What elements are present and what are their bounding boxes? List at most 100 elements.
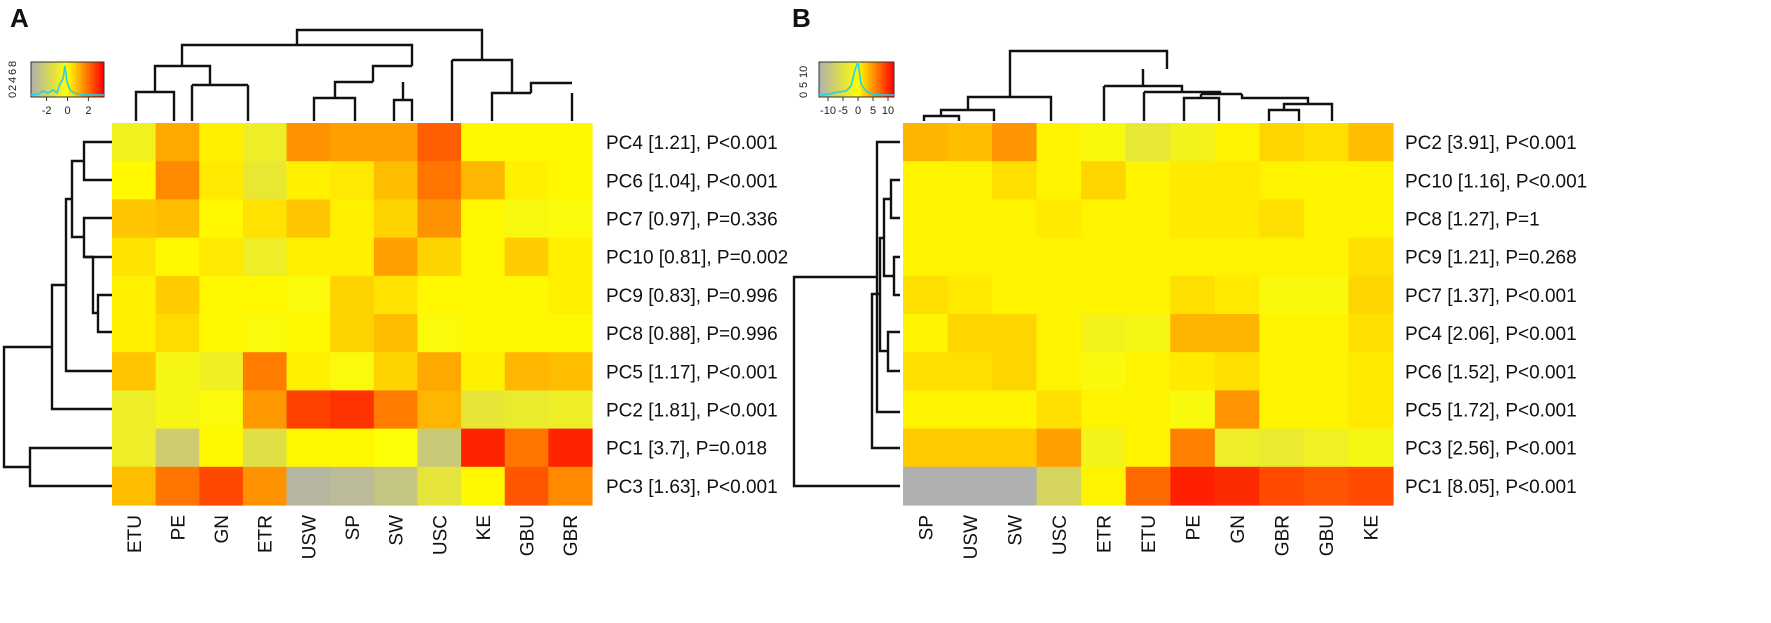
key-hist-tick: 10 (798, 66, 810, 78)
heatmap-cell (286, 428, 331, 468)
heatmap-cell (1125, 390, 1171, 430)
heatmap-cell (373, 466, 419, 506)
heatmap-cell (1214, 390, 1260, 430)
panel-a: A -2 0 2 0 2 4 (2, 3, 788, 559)
heatmap-cell (947, 199, 993, 239)
row-label: PC7 [1.37], P<0.001 (1405, 286, 1577, 307)
heatmap-cell (373, 352, 419, 391)
heatmap-cell (417, 275, 462, 315)
heatmap-cell (903, 428, 949, 468)
heatmap-cell (548, 466, 593, 506)
panel-a-key-hist-ticks: 0 2 4 6 8 (7, 61, 19, 98)
row-label: PC6 [1.04], P<0.001 (606, 171, 778, 192)
heatmap-cell (417, 428, 462, 468)
panel-b-color-key: -10 -5 0 5 10 0 5 10 (798, 61, 895, 117)
key-tick-label: 0 (64, 105, 70, 117)
heatmap-cell (992, 123, 1038, 162)
column-label: GN (1228, 515, 1249, 544)
heatmap-cell (1303, 466, 1350, 506)
column-label: GBR (1273, 515, 1294, 556)
heatmap-cell (1125, 466, 1171, 506)
row-label: PC5 [1.17], P<0.001 (606, 362, 778, 383)
heatmap-cell (1125, 428, 1171, 468)
heatmap-cell (1036, 199, 1082, 239)
heatmap-cell (1214, 199, 1260, 239)
heatmap-cell (373, 428, 419, 468)
heatmap-cell (548, 314, 593, 353)
heatmap-cell (112, 428, 157, 468)
heatmap-cell (330, 237, 375, 277)
row-label: PC7 [0.97], P=0.336 (606, 210, 778, 231)
panel-b-key-histogram (818, 61, 894, 96)
heatmap-cell (461, 390, 506, 430)
heatmap-cell (242, 275, 288, 315)
heatmap-cell (504, 466, 549, 506)
heatmap-cell (199, 161, 244, 200)
heatmap-cell (548, 237, 593, 277)
heatmap-cell (461, 237, 506, 277)
heatmap-cell (1125, 161, 1171, 200)
panel-a-row-dendrogram (2, 140, 112, 488)
heatmap-cell (903, 161, 949, 200)
column-label: USC (430, 515, 451, 555)
column-label: PE (169, 515, 190, 540)
heatmap-cell (242, 390, 288, 430)
column-label: ETU (125, 515, 146, 553)
heatmap-cell (155, 352, 200, 391)
heatmap-cell (1259, 428, 1305, 468)
heatmap-cell (504, 314, 549, 353)
heatmap-cell (992, 314, 1038, 353)
heatmap-cell (199, 314, 244, 353)
heatmap-cell (1081, 390, 1127, 430)
heatmap-cell (1170, 199, 1216, 239)
heatmap-cell (286, 123, 331, 162)
key-hist-tick: 4 (7, 77, 19, 83)
heatmap-cell (199, 390, 244, 430)
heatmap-cell (1303, 428, 1350, 468)
heatmap-cell (373, 161, 419, 200)
heatmap-cell (373, 199, 419, 239)
key-hist-tick: 0 (7, 92, 19, 98)
heatmap-cell (1170, 314, 1216, 353)
heatmap-cell (548, 199, 593, 239)
row-label: PC10 [1.16], P<0.001 (1405, 171, 1587, 192)
heatmap-cell (1125, 237, 1171, 277)
heatmap-cell (242, 161, 288, 200)
heatmap-cell (1214, 275, 1260, 315)
heatmap-cell (1125, 275, 1171, 315)
heatmap-cell (1036, 428, 1082, 468)
heatmap-cell (947, 428, 993, 468)
column-label: USW (961, 515, 982, 559)
heatmap-cell (1081, 275, 1127, 315)
row-label: PC1 [8.05], P<0.001 (1405, 477, 1577, 498)
heatmap-cell (330, 390, 375, 430)
column-label: GBU (1317, 515, 1338, 556)
row-label: PC1 [3.7], P=0.018 (606, 439, 767, 460)
heatmap-cell (1081, 352, 1127, 391)
heatmap-cell (286, 466, 331, 506)
heatmap-cell (1081, 237, 1127, 277)
heatmap-cell (1259, 352, 1305, 391)
heatmap-cell (1214, 237, 1260, 277)
heatmap-cell (112, 199, 157, 239)
heatmap-cell (903, 275, 949, 315)
heatmap-cell (947, 314, 993, 353)
heatmap-cell (330, 275, 375, 315)
panel-a-letter: A (10, 3, 29, 33)
heatmap-cell (1348, 161, 1394, 200)
heatmap-cell (373, 390, 419, 430)
heatmap-cell (286, 390, 331, 430)
heatmap-cell (112, 237, 157, 277)
heatmap-cell (1259, 161, 1305, 200)
heatmap-cell (417, 161, 462, 200)
heatmap-cell (199, 123, 244, 162)
heatmap-cell (242, 314, 288, 353)
heatmap-cell (1170, 275, 1216, 315)
heatmap-cell (1170, 123, 1216, 162)
heatmap-cell (155, 390, 200, 430)
column-label: ETU (1139, 515, 1160, 553)
heatmap-cell (548, 428, 593, 468)
heatmap-cell (199, 237, 244, 277)
panel-a-heatmap (112, 123, 593, 506)
